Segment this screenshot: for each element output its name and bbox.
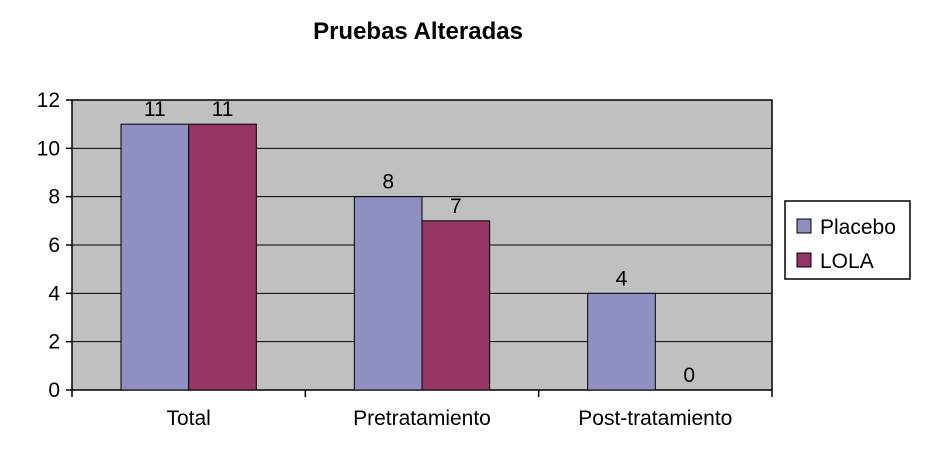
chart-title: Pruebas Alteradas (313, 18, 523, 45)
legend-swatch-lola (796, 252, 812, 268)
legend-label-lola: LOLA (820, 250, 874, 273)
bar-lola-0 (188, 123, 257, 391)
legend-swatch-placebo (796, 218, 812, 234)
category-label: Total (166, 407, 210, 430)
bar-lola-1 (421, 220, 491, 391)
axes: 0 2 4 6 8 10 12 Total Pretratamiento Post-tratami… (37, 89, 773, 430)
data-label: 11 (144, 98, 166, 121)
legend-label-placebo: Placebo (820, 216, 896, 239)
category-label: Post-tratamiento (578, 407, 732, 430)
data-label: 4 (616, 267, 628, 290)
y-tick-label: 6 (48, 234, 60, 257)
bar-placebo-2 (587, 292, 656, 391)
y-tick-label: 2 (48, 331, 60, 354)
bar-placebo-1 (353, 196, 423, 391)
y-tick-label: 10 (37, 137, 60, 160)
data-label: 7 (450, 195, 462, 218)
data-label: 0 (683, 364, 695, 387)
y-tick-label: 0 (48, 379, 60, 402)
y-tick-label: 8 (48, 186, 60, 209)
legend: Placebo LOLA (784, 200, 911, 280)
y-tick-label: 12 (37, 89, 60, 112)
data-label: 11 (212, 98, 234, 121)
bar-placebo-0 (120, 123, 190, 391)
data-label: 8 (382, 171, 394, 194)
category-label: Pretratamiento (353, 407, 491, 430)
y-tick-label: 4 (48, 282, 60, 305)
bars: 11 8 4 11 7 0 (120, 98, 695, 391)
